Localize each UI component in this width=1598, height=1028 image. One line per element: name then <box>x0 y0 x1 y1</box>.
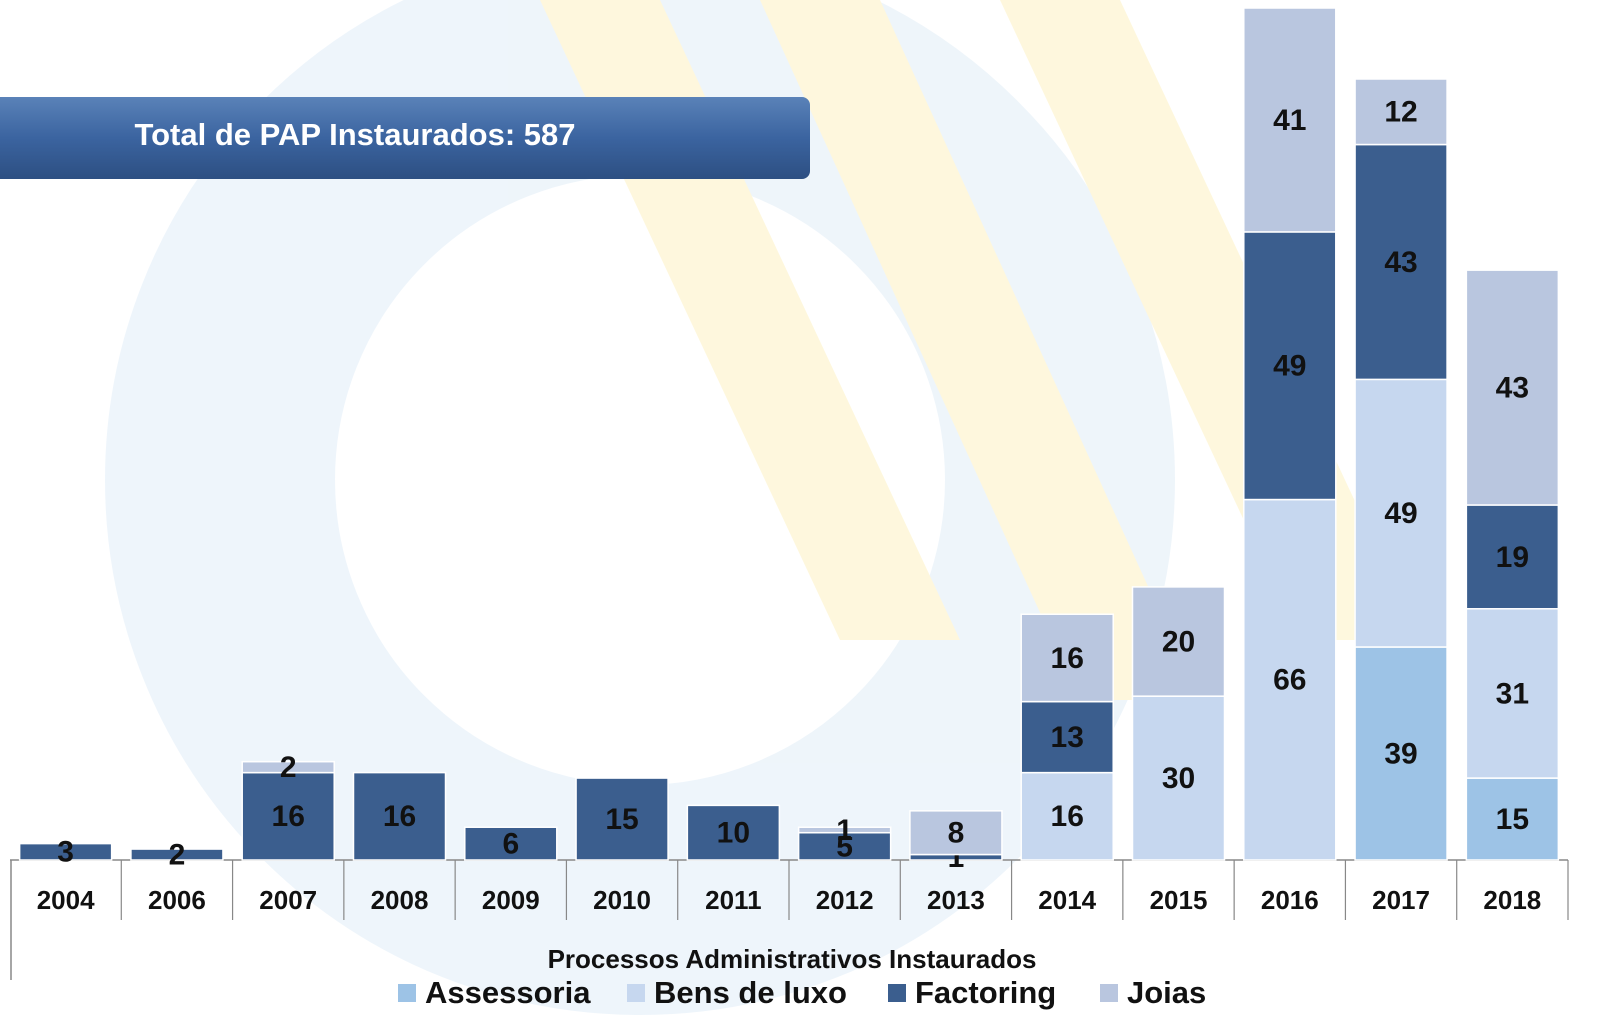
data-label: 39 <box>1384 737 1417 770</box>
chart-title: Total de PAP Instaurados: 587 <box>134 117 575 152</box>
x-tick-label: 2004 <box>37 885 95 915</box>
data-label: 15 <box>1496 803 1529 836</box>
x-tick-label: 2008 <box>371 885 429 915</box>
data-label: 19 <box>1496 541 1529 574</box>
data-label: 12 <box>1384 96 1417 129</box>
x-tick-label: 2013 <box>927 885 985 915</box>
data-label: 31 <box>1496 677 1529 710</box>
data-label: 2 <box>169 838 186 871</box>
x-tick-label: 2014 <box>1038 885 1096 915</box>
data-label: 16 <box>383 800 416 833</box>
x-tick-label: 2018 <box>1483 885 1541 915</box>
data-label: 6 <box>502 828 519 861</box>
x-tick-label: 2007 <box>259 885 317 915</box>
legend-label: Assessoria <box>425 975 591 1010</box>
data-label: 8 <box>948 817 965 850</box>
chart: Total de PAP Instaurados: 587 Processos … <box>0 0 1598 1028</box>
data-label: 41 <box>1273 104 1306 137</box>
data-label: 66 <box>1273 664 1306 697</box>
data-label: 43 <box>1496 371 1529 404</box>
data-label: 49 <box>1273 350 1306 383</box>
x-tick-label: 2015 <box>1150 885 1208 915</box>
x-axis-label: Processos Administrativos Instaurados <box>548 944 1037 974</box>
data-label: 10 <box>717 817 750 850</box>
data-label: 16 <box>1051 642 1084 675</box>
data-label: 3 <box>57 836 74 869</box>
x-tick-label: 2017 <box>1372 885 1430 915</box>
data-label: 49 <box>1384 497 1417 530</box>
data-label: 16 <box>272 800 305 833</box>
legend-label: Factoring <box>915 975 1056 1010</box>
legend-swatch <box>888 984 906 1002</box>
x-tick-label: 2011 <box>705 885 761 915</box>
x-tick-label: 2016 <box>1261 885 1319 915</box>
data-label: 15 <box>605 803 638 836</box>
data-label: 13 <box>1051 721 1084 754</box>
legend-label: Bens de luxo <box>654 975 847 1010</box>
data-label: 30 <box>1162 762 1195 795</box>
data-label: 43 <box>1384 246 1417 279</box>
data-label: 2 <box>280 751 297 784</box>
legend-swatch <box>627 984 645 1002</box>
x-tick-label: 2012 <box>816 885 874 915</box>
data-label: 16 <box>1051 800 1084 833</box>
data-label: 20 <box>1162 625 1195 658</box>
x-tick-label: 2009 <box>482 885 540 915</box>
legend-swatch <box>1100 984 1118 1002</box>
x-tick-label: 2010 <box>593 885 651 915</box>
data-label: 1 <box>836 814 853 847</box>
legend-swatch <box>398 984 416 1002</box>
x-tick-label: 2006 <box>148 885 206 915</box>
legend-label: Joias <box>1127 975 1206 1010</box>
